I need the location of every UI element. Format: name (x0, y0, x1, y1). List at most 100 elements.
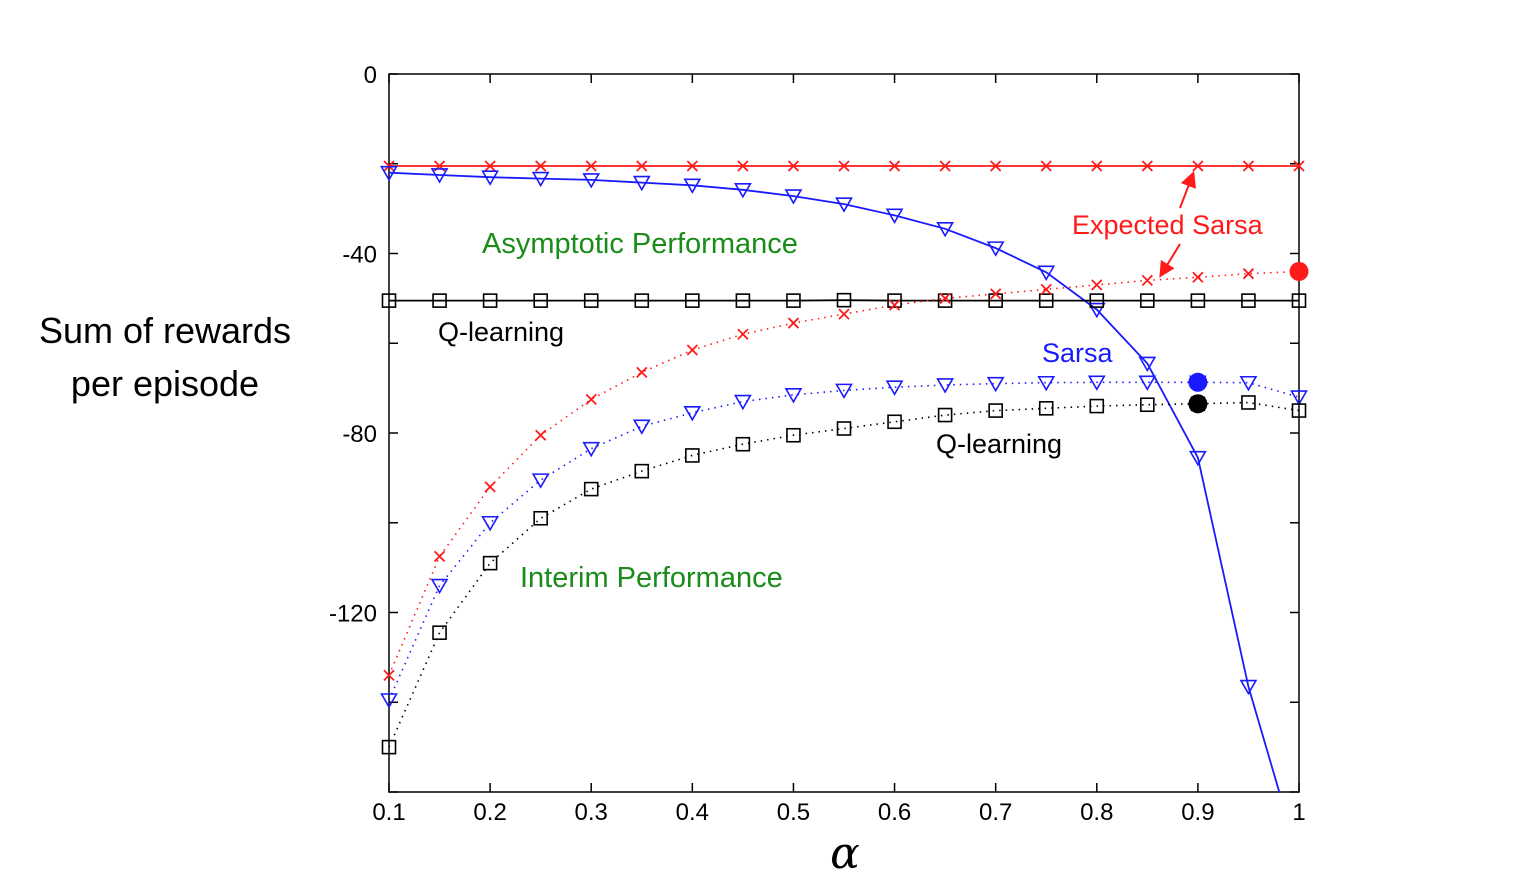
data-point-triangle-marker (481, 170, 499, 186)
data-point-triangle-marker (734, 182, 752, 199)
x-tick-label: 0.6 (878, 799, 911, 826)
data-point-square-marker (533, 510, 548, 526)
data-point-square-marker (988, 403, 1003, 418)
data-point-triangle-marker (734, 394, 752, 411)
data-point-square-marker (685, 293, 700, 308)
data-point-x-marker (787, 317, 800, 329)
data-point-x-marker (787, 160, 800, 172)
data-point-square-marker (533, 293, 548, 308)
y-tick-label: -120 (329, 601, 377, 628)
data-point-square-marker (482, 293, 498, 308)
data-point-triangle-marker (835, 383, 853, 399)
data-point-triangle-marker (430, 578, 449, 595)
data-point-square-marker (1089, 398, 1105, 414)
data-point-square-marker (836, 421, 852, 436)
data-point-triangle-marker (986, 241, 1005, 257)
data-point-x-marker (1192, 271, 1204, 283)
data-point-triangle-marker (936, 222, 954, 238)
axis-ticks: 0.1 0.2 0.3 0.4 0.5 0.6 0.7 0.8 0.9 1 0 -40 -80 -120 (329, 62, 1306, 826)
data-point-triangle-marker (784, 189, 803, 205)
data-point-x-marker (1242, 160, 1255, 172)
series-line-1 (389, 171, 1281, 792)
data-point-triangle-marker (1087, 375, 1106, 391)
data-point-x-marker (737, 328, 749, 340)
y-axis-label-line-2: per episode (71, 363, 259, 404)
data-point-triangle-marker (986, 376, 1005, 393)
series-line-4 (389, 381, 1299, 701)
data-point-square-marker (1241, 293, 1256, 308)
data-point-x-marker (1293, 160, 1305, 172)
data-point-triangle-marker (481, 515, 499, 532)
data-point-triangle-marker (1189, 450, 1207, 467)
data-point-square-marker (1038, 401, 1054, 416)
x-axis-label: α (830, 828, 860, 879)
data-point-triangle-marker (582, 441, 601, 458)
data-point-square-marker (482, 555, 498, 571)
data-point-x-marker (838, 160, 850, 172)
data-point-x-marker (888, 160, 901, 172)
data-point-square-marker (1291, 293, 1307, 308)
series-layer (389, 165, 1299, 792)
data-point-square-marker (583, 293, 599, 308)
data-point-square-marker (1089, 293, 1105, 308)
x-tick-label: 0.9 (1181, 799, 1214, 826)
x-tick-label: 0.4 (676, 799, 709, 826)
data-point-x-marker (1242, 268, 1255, 280)
data-point-x-marker (990, 160, 1002, 172)
arrow-expected-sarsa-interim (1159, 243, 1181, 278)
highlight-point (1289, 261, 1309, 281)
x-tick-label: 0.8 (1080, 799, 1113, 826)
data-point-triangle-marker (885, 208, 904, 224)
data-point-triangle-marker (1037, 375, 1056, 392)
data-point-x-marker (383, 669, 395, 681)
y-tick-label: -80 (342, 421, 377, 448)
data-point-triangle-marker (632, 419, 651, 435)
data-point-square-marker (1241, 395, 1256, 410)
data-point-triangle-marker (936, 378, 954, 394)
data-point-x-marker (686, 160, 698, 172)
data-point-x-marker (939, 160, 951, 172)
data-point-triangle-marker (430, 168, 449, 184)
data-point-square-marker (1140, 293, 1155, 308)
data-point-x-marker (990, 288, 1002, 300)
data-point-square-marker (887, 414, 902, 430)
annotation-expected-sarsa: Expected Sarsa (1072, 210, 1264, 240)
data-point-square-marker (786, 293, 801, 308)
data-point-x-marker (535, 160, 547, 172)
data-point-square-marker (887, 293, 902, 308)
data-point-square-marker (685, 448, 700, 463)
data-point-x-marker (433, 550, 446, 563)
data-point-x-marker (484, 481, 496, 493)
x-tick-label: 0.1 (372, 799, 405, 826)
annotation-sarsa: Sarsa (1042, 338, 1114, 368)
data-point-x-marker (939, 292, 951, 305)
data-point-square-marker (735, 293, 751, 308)
highlight-point (1188, 394, 1208, 414)
y-axis-label-line-1: Sum of rewards (39, 310, 291, 351)
data-point-triangle-marker (683, 406, 702, 422)
data-point-triangle-marker (632, 175, 651, 192)
data-point-square-marker (1291, 403, 1307, 418)
highlight-layer (1188, 261, 1309, 414)
data-point-x-marker (686, 344, 698, 356)
x-tick-label: 1 (1292, 799, 1305, 826)
data-point-x-marker (585, 160, 597, 172)
x-tick-label: 0.7 (979, 799, 1012, 826)
data-point-triangle-marker (1138, 375, 1157, 391)
data-point-x-marker (484, 160, 496, 172)
data-point-triangle-marker (835, 197, 853, 213)
data-point-square-marker (381, 293, 397, 308)
data-point-square-marker (1190, 293, 1206, 308)
data-point-x-marker (636, 160, 648, 172)
data-point-square-marker (583, 481, 599, 497)
data-point-square-marker (432, 625, 447, 640)
data-point-triangle-marker (380, 165, 398, 182)
data-point-triangle-marker (784, 388, 803, 404)
data-point-square-marker (836, 292, 852, 308)
data-point-triangle-marker (531, 473, 550, 489)
data-point-x-marker (1040, 283, 1052, 296)
data-point-triangle-marker (885, 380, 904, 396)
data-point-square-marker (1038, 293, 1054, 308)
data-point-triangle-marker (1037, 265, 1056, 281)
